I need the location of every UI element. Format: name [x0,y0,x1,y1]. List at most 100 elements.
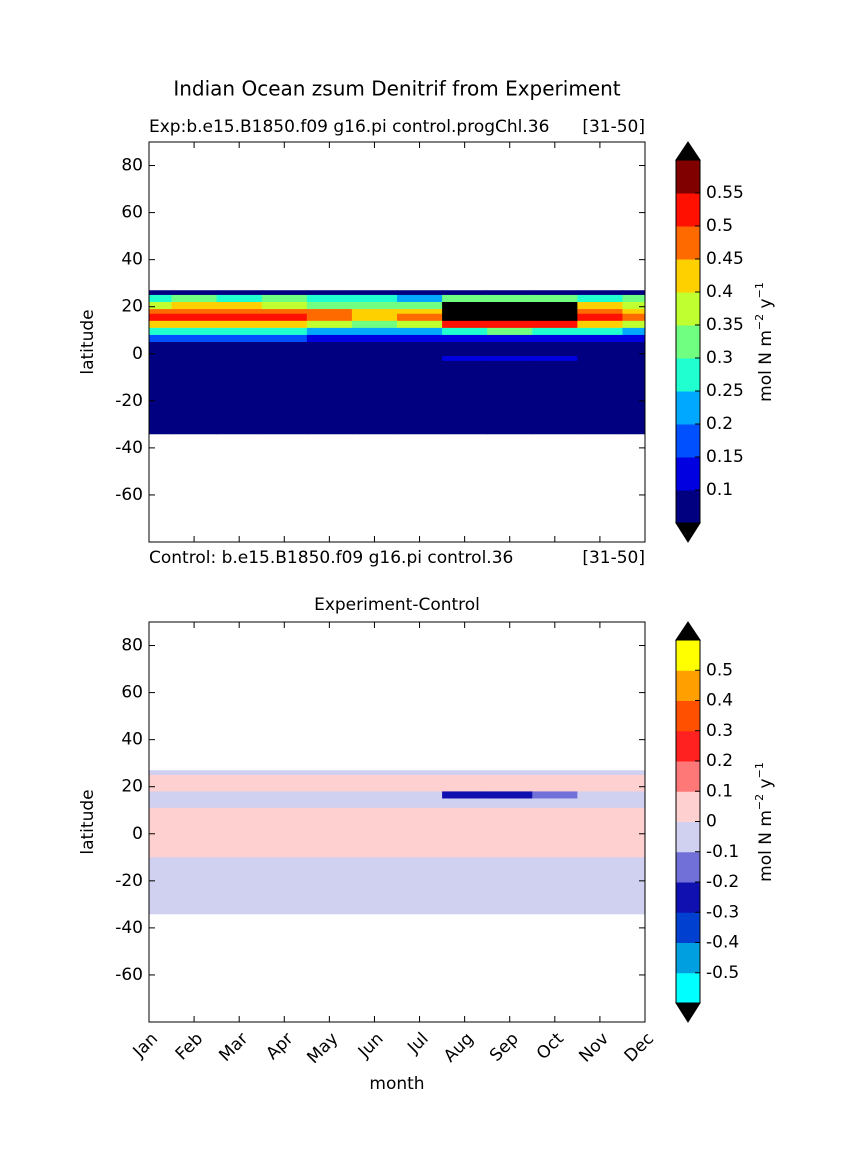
contour-cell [216,294,263,303]
colorbar-tick-label: 0.5 [706,660,733,680]
contour-cell [261,327,308,336]
contour-cell [171,791,218,799]
colorbar-bin [676,358,700,392]
contour-cell [351,302,398,310]
contour-cell [216,791,263,799]
contour-cell [149,857,173,915]
contour-cell [216,770,263,776]
contour-cell [306,356,353,362]
contour-cell [487,302,533,310]
contour-cell [532,334,578,343]
contour-cell [149,774,173,792]
contour-cell [442,360,488,435]
contour-cell [261,807,308,858]
contour-cell [261,774,308,792]
contour-cell [306,791,353,799]
contour-cell [532,290,578,296]
contour-cell [622,857,646,915]
x-tick-label: Feb [172,1029,207,1064]
colorbar-label-part: −1 [753,282,766,298]
contour-cell [149,356,173,362]
contour-cell [397,798,443,809]
contour-cell [577,309,623,315]
y-tick-label: 0 [132,824,143,844]
contour-cell [532,342,578,357]
colorbar-bin [676,912,700,943]
contour-cell [577,774,623,792]
contour-cell [261,360,308,435]
chart-title: Indian Ocean zsum Denitrif from Experime… [173,77,620,101]
contour-cell [149,798,173,809]
contour-cell [442,807,488,858]
contour-cell [171,294,218,303]
colorbar-tick-label: 0.25 [706,381,744,401]
contour-cell [442,774,488,792]
contour-cell [397,309,443,315]
x-tick-label: Jun [354,1029,388,1063]
x-tick-label: Oct [533,1029,568,1064]
contour-cell [622,360,646,435]
contour-cell [577,342,623,357]
y-tick-label: 40 [121,730,143,750]
y-tick-label: -40 [115,438,143,458]
contour-cell [149,770,173,776]
contour-cell [487,309,533,315]
colorbar-bin [676,761,700,792]
contour-cell [577,320,623,329]
colorbar-bin [676,700,700,732]
contour-cell [171,313,218,322]
contour-cell [487,791,533,799]
contour-cell [171,320,218,329]
colorbar-bin [676,942,700,974]
subtitle-right: [31-50] [582,548,645,568]
contour-cell [397,774,443,792]
y-tick-label: 0 [132,344,143,364]
colorbar-bin [676,490,700,524]
colorbar-bin [676,325,700,359]
contour-cell [306,302,353,310]
contour-cell [351,774,398,792]
y-tick-label: 80 [121,636,143,656]
x-tick-label: Aug [440,1029,478,1067]
contour-cell [487,313,533,322]
y-tick-label: 40 [121,250,143,270]
contour-cell [622,770,646,776]
y-tick-label: -60 [115,965,143,985]
contour-cell [397,356,443,362]
x-axis-label: month [369,1074,424,1094]
contour-cell [442,770,488,776]
y-axis-label: latitude [78,309,98,374]
contour-cell [306,334,353,343]
contour-cell [577,290,623,296]
contour-cell [442,302,488,310]
colorbar-tick-label: -0.3 [706,902,739,922]
colorbar-bin [676,292,700,326]
colorbar-label-part: −2 [753,794,766,810]
y-tick-label: 20 [121,297,143,317]
contour-cell [397,313,443,322]
contour-cell [397,327,443,336]
contour-cell [306,774,353,792]
subtitle-left: Exp:b.e15.B1850.f09 g16.pi control.progC… [149,117,549,137]
colorbar-tick-label: 0.3 [706,721,733,741]
contour-cell [351,791,398,799]
contour-cell [577,770,623,776]
contour-cell [261,294,308,303]
contour-cell [397,791,443,799]
contour-cell [306,807,353,858]
contour-cell [487,342,533,357]
colorbar-bin [676,791,700,822]
contour-cell [532,356,578,362]
colorbar-tick-label: 0.4 [706,691,733,711]
contour-cell [577,313,623,322]
contour-cell [622,774,646,792]
contour-cell [577,807,623,858]
colorbar-bin [676,226,700,260]
plot-frame [148,621,646,1023]
contour-cell [306,798,353,809]
contour-cell [532,302,578,310]
colorbar-bin [676,730,700,762]
contour-cell [532,807,578,858]
contour-cell [487,294,533,303]
contour-cell [171,857,218,915]
